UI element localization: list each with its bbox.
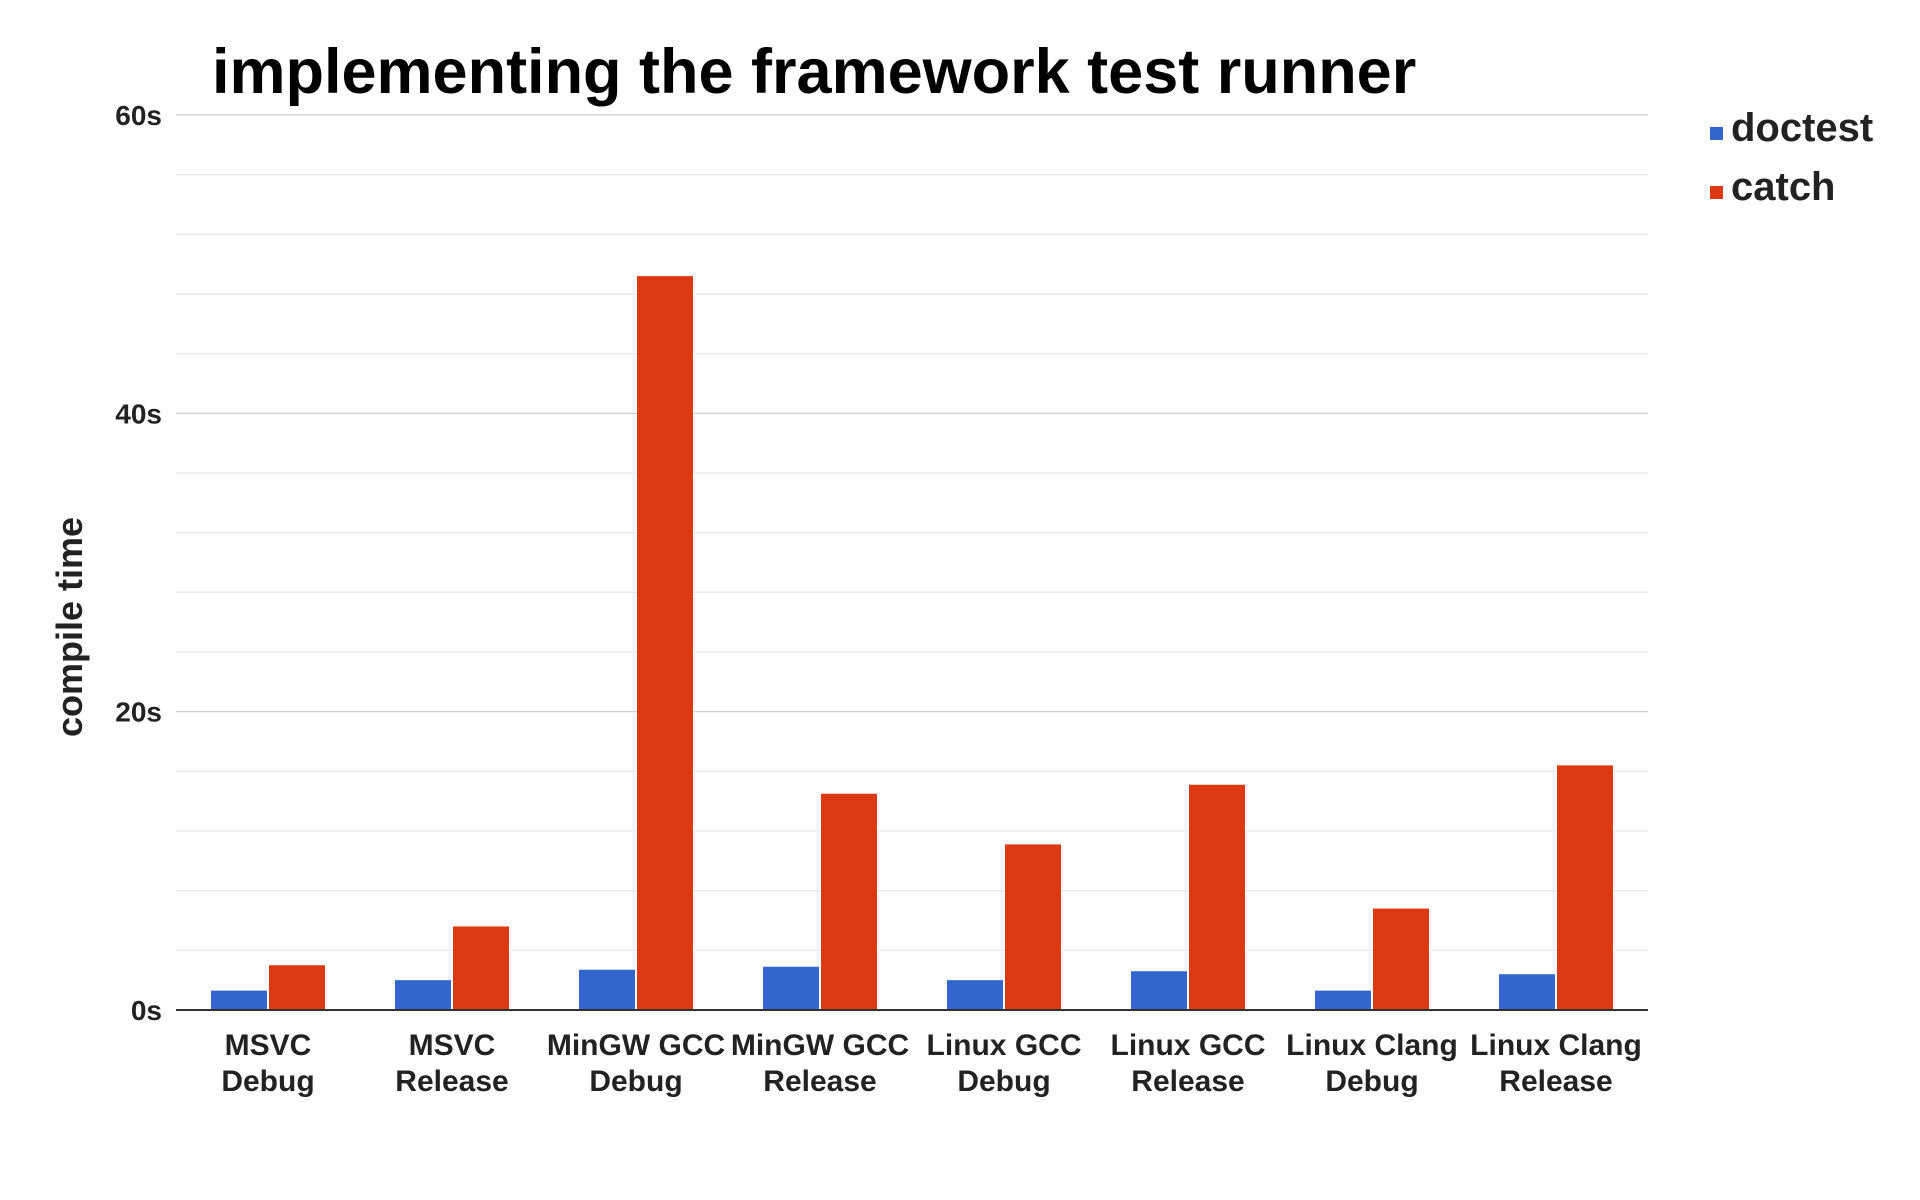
x-tick-label: MSVC: [409, 1029, 496, 1062]
y-axis-title: compile time: [49, 517, 90, 737]
x-tick-label: Linux GCC: [1111, 1029, 1266, 1062]
x-tick-label: Debug: [589, 1065, 682, 1098]
x-tick-label: MinGW GCC: [731, 1029, 909, 1062]
bar-doctest-1: [395, 980, 451, 1010]
bar-doctest-6: [1315, 990, 1371, 1010]
bar-doctest-3: [763, 966, 819, 1010]
x-tick-label: Release: [1499, 1065, 1612, 1098]
legend-label-doctest: doctest: [1731, 106, 1873, 150]
x-tick-label: MSVC: [225, 1029, 312, 1062]
bar-doctest-5: [1131, 971, 1187, 1010]
legend-label-catch: catch: [1731, 165, 1836, 209]
chart-title: implementing the framework test runner: [212, 37, 1416, 107]
x-tick-label: Debug: [957, 1065, 1050, 1098]
x-tick-label: Debug: [221, 1065, 314, 1098]
bar-doctest-2: [579, 969, 635, 1010]
grid-lines: [176, 114, 1648, 951]
bar-doctest-0: [211, 990, 267, 1010]
y-tick-label: 0s: [131, 995, 162, 1026]
legend-swatch-catch: [1710, 186, 1723, 199]
x-tick-label: Debug: [1325, 1065, 1418, 1098]
bar-catch-7: [1557, 765, 1613, 1010]
bar-catch-5: [1189, 784, 1245, 1010]
bar-catch-0: [269, 965, 325, 1010]
bar-doctest-4: [947, 980, 1003, 1010]
legend: doctest catch: [1710, 106, 1873, 209]
x-tick-label: Linux Clang: [1470, 1029, 1642, 1062]
bar-catch-1: [453, 926, 509, 1010]
x-tick-label: Linux GCC: [927, 1029, 1082, 1062]
x-tick-label: Linux Clang: [1286, 1029, 1458, 1062]
bar-catch-2: [637, 276, 693, 1011]
y-tick-label: 20s: [115, 697, 162, 728]
legend-swatch-doctest: [1710, 127, 1723, 140]
x-tick-label: Release: [763, 1065, 876, 1098]
bar-catch-4: [1005, 844, 1061, 1010]
y-tick-label: 40s: [115, 398, 162, 429]
bar-catch-6: [1373, 908, 1429, 1010]
x-tick-label: Release: [395, 1065, 508, 1098]
bar-doctest-7: [1499, 974, 1555, 1010]
x-tick-label: MinGW GCC: [547, 1029, 725, 1062]
y-tick-label: 60s: [115, 100, 162, 131]
bar-catch-3: [821, 793, 877, 1010]
x-tick-label: Release: [1131, 1065, 1244, 1098]
bars: [211, 276, 1613, 1011]
y-axis: 0s 20s 40s 60s: [115, 100, 162, 1026]
